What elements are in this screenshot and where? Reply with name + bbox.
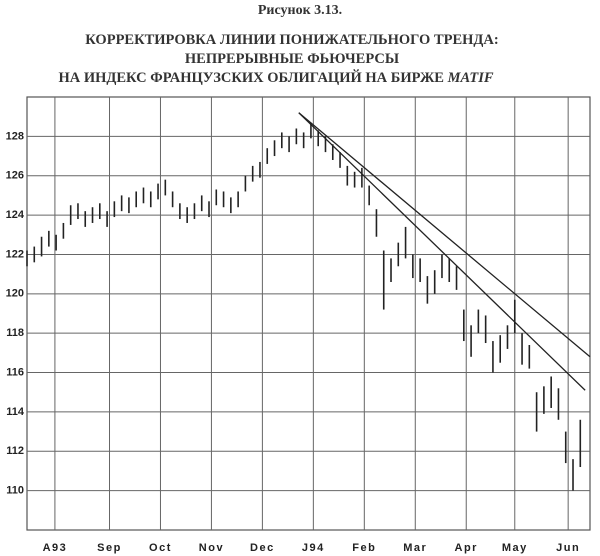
x-tick-label: A93 [43, 542, 68, 554]
x-tick-label: Oct [149, 542, 172, 554]
title-line: НА ИНДЕКС ФРАНЦУЗСКИХ ОБЛИГАЦИЙ НА БИРЖЕ… [58, 69, 493, 86]
y-tick-label: 128 [6, 130, 24, 142]
y-tick-label: 114 [6, 406, 25, 418]
title-line: НЕПРЕРЫВНЫЕ ФЬЮЧЕРСЫ [185, 51, 399, 67]
x-tick-label: Feb [352, 542, 376, 554]
x-tick-label: J94 [302, 542, 325, 554]
x-tick-label: Sep [97, 542, 122, 554]
x-tick-label: Jun [556, 542, 580, 554]
trend-line [298, 112, 586, 391]
plot-frame [26, 96, 591, 531]
title-italic: MATIF [447, 70, 494, 86]
figure-label: Рисунок 3.13. [258, 3, 342, 18]
y-tick-label: 126 [6, 170, 24, 182]
x-tick-label: Apr [455, 542, 478, 554]
y-tick-label: 112 [6, 445, 24, 457]
y-tick-label: 124 [6, 209, 25, 221]
x-tick-label: May [502, 542, 528, 554]
x-tick-label: Mar [403, 542, 427, 554]
y-tick-label: 116 [6, 366, 24, 378]
y-tick-label: 110 [6, 485, 24, 497]
x-tick-label: Nov [199, 542, 224, 554]
trend-line [298, 112, 591, 358]
y-tick-label: 120 [6, 288, 24, 300]
y-tick-label: 122 [6, 248, 24, 260]
x-tick-label: Dec [250, 542, 275, 554]
title-text: НА ИНДЕКС ФРАНЦУЗСКИХ ОБЛИГАЦИЙ НА БИРЖЕ [58, 69, 444, 86]
y-tick-label: 118 [6, 327, 24, 339]
title-line: КОРРЕКТИРОВКА ЛИНИИ ПОНИЖАТЕЛЬНОГО ТРЕНД… [85, 32, 498, 48]
